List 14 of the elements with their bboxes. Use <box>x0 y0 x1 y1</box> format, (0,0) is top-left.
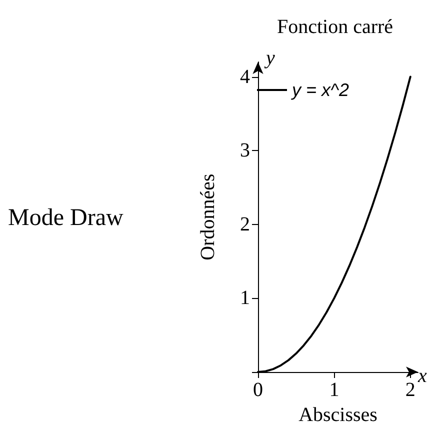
x-tick-label: 1 <box>329 379 340 401</box>
y-tick-label: 4 <box>240 66 250 88</box>
y-tick-label: 1 <box>240 287 250 310</box>
annotation: y <box>264 47 275 69</box>
text: Mode Draw <box>8 205 124 231</box>
y-tick-label: 3 <box>240 140 250 162</box>
y-tick-label: 2 <box>240 213 250 236</box>
x-axis-title: Abscisses <box>298 404 378 426</box>
legend-label: y = x^2 <box>290 80 349 100</box>
chart-title: Fonction carré <box>276 16 394 38</box>
annotation: x <box>417 365 427 387</box>
x-tick-label: 0 <box>253 379 263 401</box>
y-axis-title: Ordonnées <box>197 173 219 260</box>
x-tick-label: 2 <box>405 379 416 401</box>
